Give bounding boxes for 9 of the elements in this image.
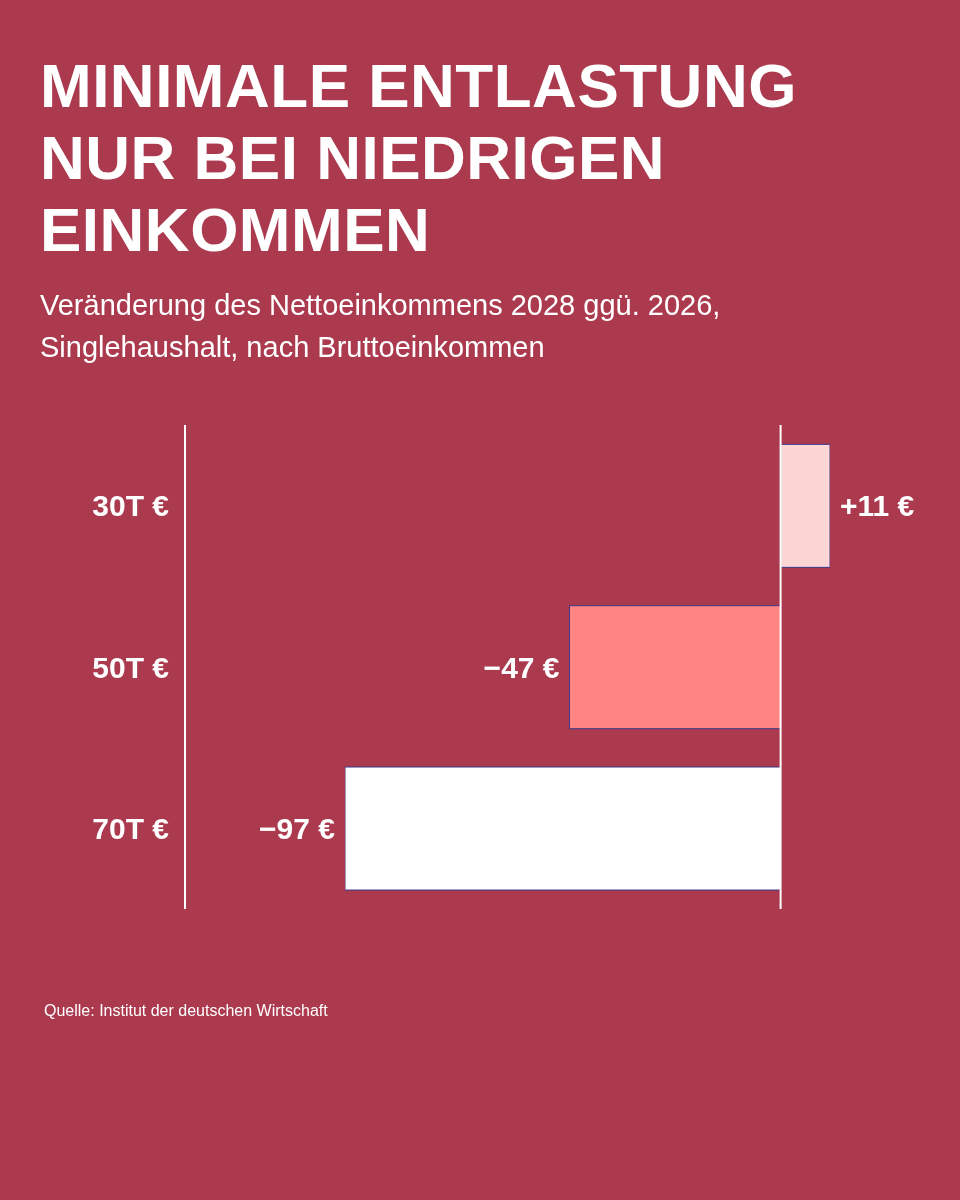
y-tick-label: 70T €: [92, 811, 170, 845]
data-label: +11 €: [840, 489, 915, 523]
y-tick-label: 30T €: [92, 489, 170, 523]
source-note: Quelle: Institut der deutschen Wirtschaft: [44, 1002, 328, 1020]
data-label: −47 €: [483, 650, 560, 684]
y-tick-label: 50T €: [92, 650, 170, 684]
chart-subtitle: Veränderung des Nettoeinkommens 2028 ggü. 2026, Singlehaushalt, nach Bruttoeinkommen: [40, 288, 721, 365]
chart-title: MINIMALE ENTLASTUNG NUR BEI NIEDRIGEN EINKOMMEN: [40, 50, 797, 266]
data-label: −97 €: [259, 812, 336, 846]
